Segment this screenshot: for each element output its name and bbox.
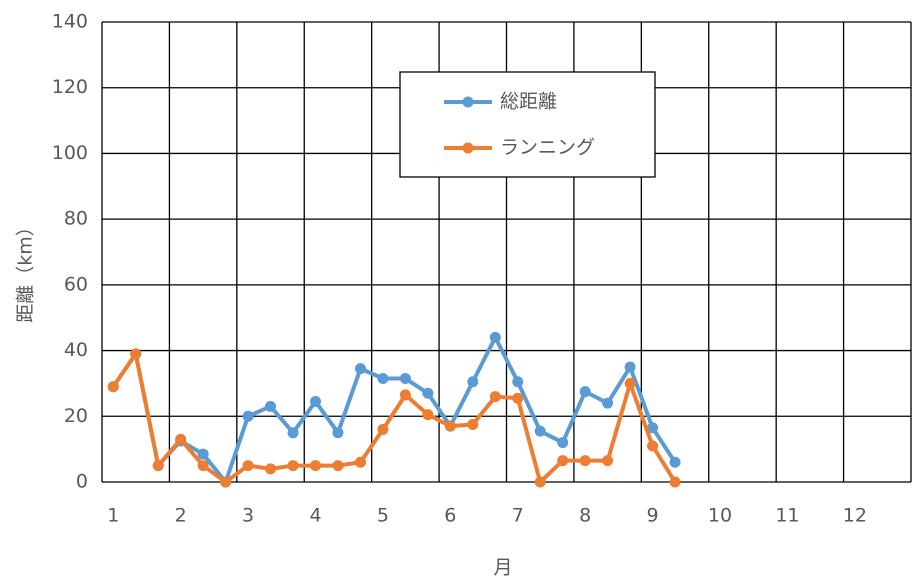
data-point: [197, 460, 209, 472]
data-point: [489, 331, 501, 343]
data-point: [377, 373, 389, 384]
data-point: [354, 456, 366, 468]
y-tick-label: 140: [52, 11, 88, 33]
x-tick-label: 3: [242, 505, 254, 527]
data-point: [602, 397, 614, 409]
data-point: [152, 460, 164, 472]
data-point: [422, 387, 434, 399]
data-point: [624, 361, 636, 373]
y-tick-label: 0: [76, 471, 88, 493]
x-tick-label: 8: [579, 505, 591, 527]
data-point: [310, 396, 322, 407]
y-tick-label: 100: [52, 142, 88, 164]
data-point: [354, 363, 366, 375]
x-tick-label: 10: [708, 505, 732, 527]
data-point: [467, 376, 479, 388]
data-point: [197, 448, 209, 460]
data-point: [310, 460, 322, 472]
data-point: [669, 476, 681, 488]
x-tick-label: 12: [843, 505, 867, 527]
data-point: [512, 376, 524, 388]
data-point: [399, 373, 411, 384]
y-tick-label: 60: [64, 273, 88, 295]
data-point: [647, 422, 659, 434]
x-tick-label: 1: [107, 505, 119, 527]
data-point: [332, 427, 344, 439]
series-line: [111, 335, 677, 484]
data-point: [624, 377, 636, 389]
data-point: [175, 433, 187, 445]
data-point: [287, 427, 299, 439]
y-tick-label: 40: [64, 339, 88, 361]
data-point: [242, 460, 254, 472]
data-point: [444, 420, 456, 432]
data-point: [579, 455, 591, 467]
data-point: [579, 386, 591, 398]
data-point: [242, 410, 254, 422]
data-point: [130, 348, 142, 360]
x-tick-label: 9: [647, 505, 659, 527]
data-point: [399, 389, 411, 401]
y-tick-label: 80: [64, 208, 88, 230]
x-tick-label: 4: [309, 505, 321, 527]
x-tick-label: 5: [377, 505, 389, 527]
data-point: [220, 476, 232, 488]
y-tick-label: 20: [64, 405, 88, 427]
x-tick-label: 2: [175, 505, 187, 527]
data-point: [512, 392, 524, 404]
legend-box: [399, 71, 656, 178]
x-tick-label: 6: [444, 505, 456, 527]
data-point: [265, 400, 277, 412]
data-point: [287, 460, 299, 472]
data-point: [332, 460, 344, 472]
data-point: [107, 381, 119, 393]
data-point: [489, 391, 501, 403]
data-point: [422, 409, 434, 421]
data-point: [377, 423, 389, 435]
legend-label: ランニング: [500, 137, 595, 159]
legend-marker: [462, 142, 474, 154]
data-point: [467, 419, 479, 430]
data-point: [557, 455, 569, 467]
data-point: [602, 455, 614, 467]
x-tick-label: 11: [775, 505, 799, 527]
y-tick-label: 120: [52, 76, 88, 98]
data-point: [669, 456, 681, 468]
data-point: [557, 437, 569, 449]
data-point: [647, 440, 659, 452]
legend-label: 総距離: [500, 91, 557, 113]
data-point: [534, 425, 546, 437]
x-tick-label: 7: [512, 505, 524, 527]
data-point: [265, 463, 277, 475]
x-axis-label: 月: [493, 557, 512, 579]
series-line: [111, 351, 677, 484]
legend-marker: [462, 96, 474, 108]
data-point: [534, 476, 546, 488]
y-axis-label: 距離（km）: [15, 217, 37, 323]
